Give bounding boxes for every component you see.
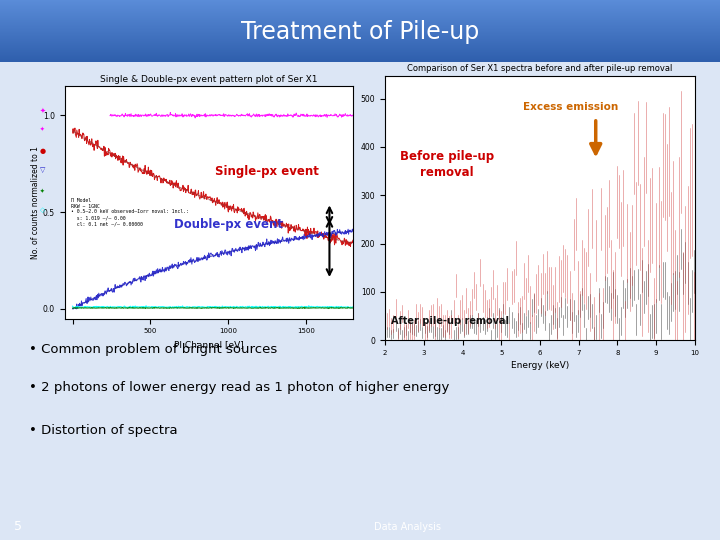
Text: Before pile-up
removal: Before pile-up removal [400,150,494,179]
Text: ✦: ✦ [40,107,45,114]
Text: ●: ● [40,148,46,154]
X-axis label: PI Channel [eV]: PI Channel [eV] [174,340,243,349]
Text: Π Model
RKW ~ 1GNC
• 0.5–2.0 keV observed–Iorr noval: 1ncl.:
  s: 1.019 –/– 0.00: Π Model RKW ~ 1GNC • 0.5–2.0 keV observe… [71,198,189,226]
Title: Single & Double-px event pattern plot of Ser X1: Single & Double-px event pattern plot of… [100,75,318,84]
Text: 5: 5 [14,520,22,533]
Text: ✦: ✦ [40,127,44,132]
Text: Double-px event: Double-px event [174,218,283,231]
Text: • Common problem of bright sources: • Common problem of bright sources [29,343,277,356]
Text: Treatment of Pile-up: Treatment of Pile-up [241,21,479,44]
Text: ✦: ✦ [40,189,44,194]
Text: ◇: ◇ [40,207,45,214]
Text: ▽: ▽ [40,167,45,173]
Text: Data Analysis: Data Analysis [374,522,441,531]
Text: After pile-up removal: After pile-up removal [392,316,509,326]
Text: Single-px event: Single-px event [215,165,318,178]
Text: • 2 photons of lower energy read as 1 photon of higher energy: • 2 photons of lower energy read as 1 ph… [29,381,449,394]
Y-axis label: No. of counts normalized to 1: No. of counts normalized to 1 [31,146,40,259]
Text: Excess emission: Excess emission [523,102,618,112]
X-axis label: Energy (keV): Energy (keV) [511,361,569,370]
Text: • Distortion of spectra: • Distortion of spectra [29,424,177,437]
Title: Comparison of Ser X1 spectra before and after pile-up removal: Comparison of Ser X1 spectra before and … [408,64,672,73]
